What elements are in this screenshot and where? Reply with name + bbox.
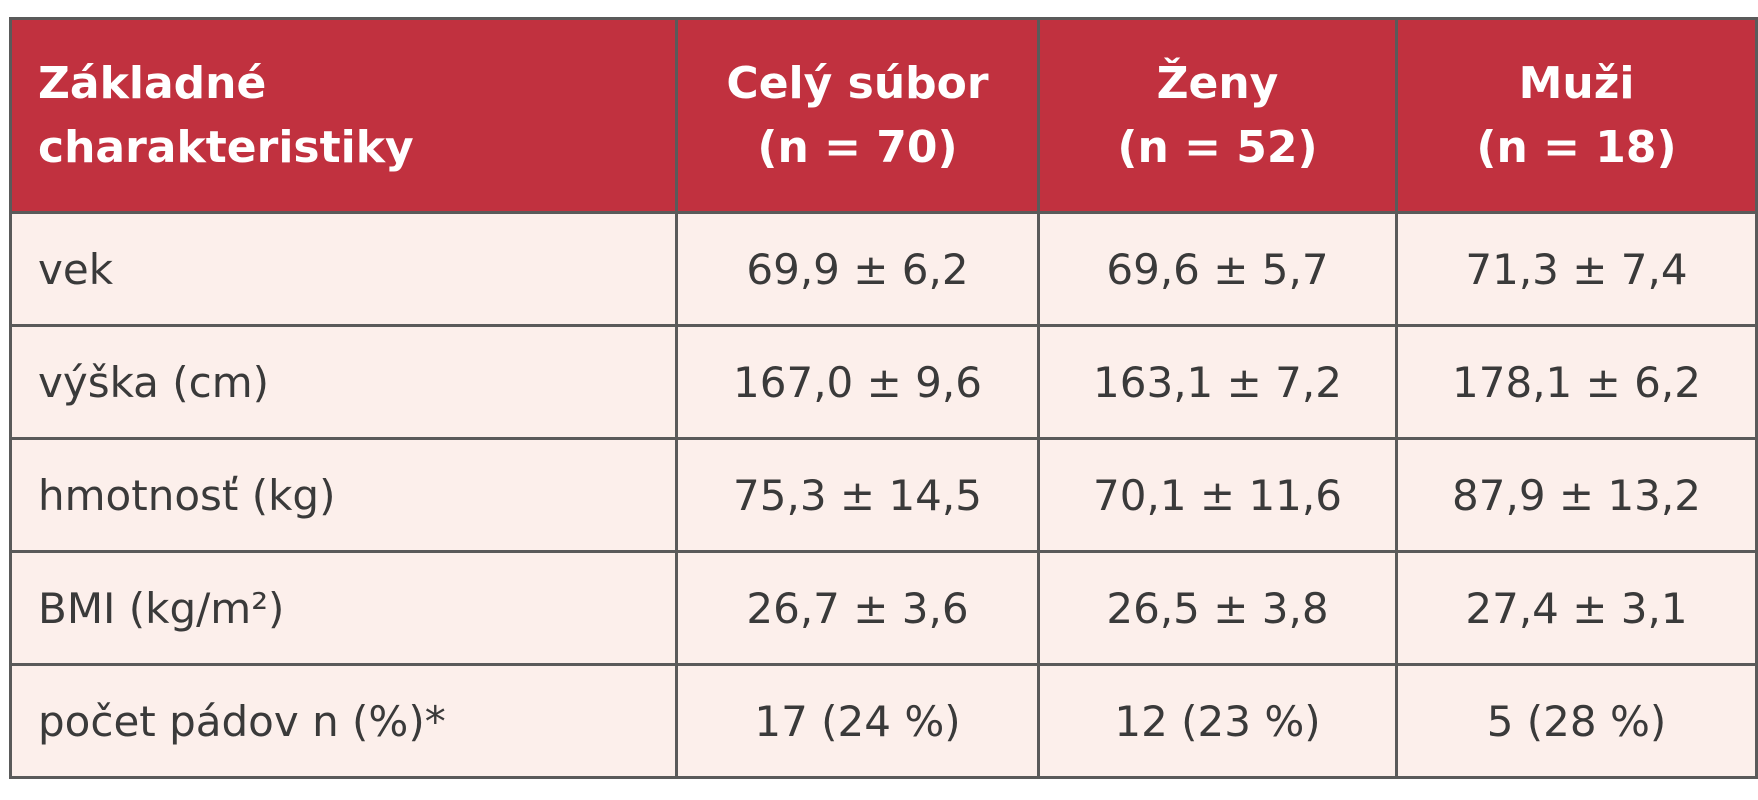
table-cell: 70,1 ± 11,6	[1037, 437, 1398, 553]
header-text: Celý súbor	[726, 57, 989, 109]
header-row: Základné charakteristiky Celý súbor (n = 70…	[9, 17, 1758, 214]
table-cell: 12 (23 %)	[1037, 663, 1398, 779]
table-cell: 5 (28 %)	[1395, 663, 1758, 779]
table-cell: 69,9 ± 6,2	[675, 211, 1040, 327]
header-text: Ženy	[1156, 57, 1279, 109]
table-cell: 69,6 ± 5,7	[1037, 211, 1398, 327]
row-label: počet pádov n (%)*	[9, 663, 678, 779]
data-table: Základné charakteristiky Celý súbor (n = 70…	[9, 17, 1758, 779]
header-text: charakteristiky	[38, 121, 414, 173]
row-label: BMI (kg/m²)	[9, 550, 678, 666]
row-label: vek	[9, 211, 678, 327]
table-cell: 167,0 ± 9,6	[675, 324, 1040, 440]
header-text: Základné	[38, 57, 267, 109]
row-label: výška (cm)	[9, 324, 678, 440]
table-cell: 26,7 ± 3,6	[675, 550, 1040, 666]
row-label: hmotnosť (kg)	[9, 437, 678, 553]
header-cell: Ženy (n = 52)	[1037, 17, 1398, 214]
header-text: (n = 70)	[757, 121, 958, 173]
table-cell: 26,5 ± 3,8	[1037, 550, 1398, 666]
header-cell: Muži (n = 18)	[1395, 17, 1758, 214]
table-cell: 27,4 ± 3,1	[1395, 550, 1758, 666]
header-cell: Celý súbor (n = 70)	[675, 17, 1040, 214]
header-text: (n = 52)	[1117, 121, 1318, 173]
table-cell: 71,3 ± 7,4	[1395, 211, 1758, 327]
table-cell: 75,3 ± 14,5	[675, 437, 1040, 553]
table-cell: 178,1 ± 6,2	[1395, 324, 1758, 440]
table-cell: 87,9 ± 13,2	[1395, 437, 1758, 553]
table-row: hmotnosť (kg) 75,3 ± 14,5 70,1 ± 11,6 87,9 …	[9, 437, 1758, 553]
header-cell: Základné charakteristiky	[9, 17, 678, 214]
table-row: výška (cm) 167,0 ± 9,6 163,1 ± 7,2 178,1 ± …	[9, 324, 1758, 440]
table-body: vek 69,9 ± 6,2 69,6 ± 5,7 71,3 ± 7,4 výška (…	[9, 211, 1758, 779]
table-row: počet pádov n (%)* 17 (24 %) 12 (23 %) 5 (2…	[9, 663, 1758, 779]
table-cell: 163,1 ± 7,2	[1037, 324, 1398, 440]
header-text: (n = 18)	[1476, 121, 1677, 173]
table-row: vek 69,9 ± 6,2 69,6 ± 5,7 71,3 ± 7,4	[9, 211, 1758, 327]
table-cell: 17 (24 %)	[675, 663, 1040, 779]
header-text: Muži	[1518, 57, 1635, 109]
table-row: BMI (kg/m²) 26,7 ± 3,6 26,5 ± 3,8 27,4 ± 3,…	[9, 550, 1758, 666]
